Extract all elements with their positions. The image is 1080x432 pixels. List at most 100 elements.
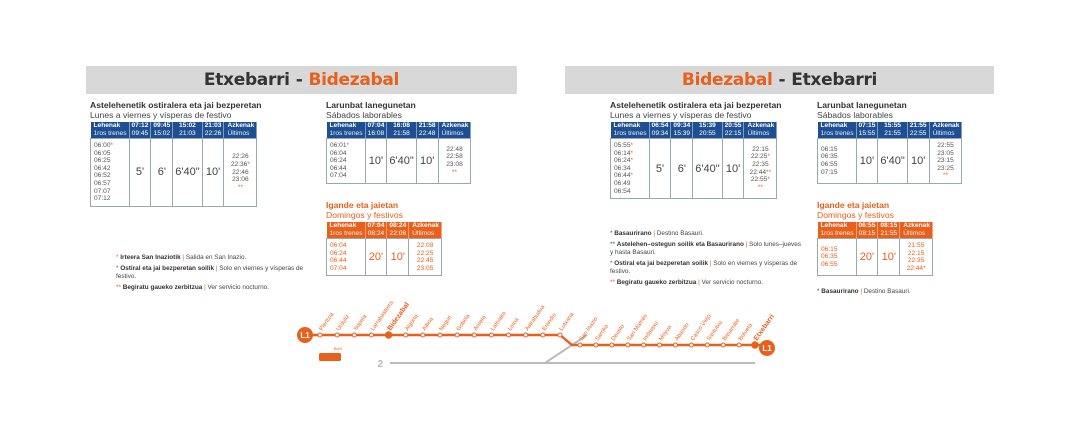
station-label: Bolueta bbox=[738, 322, 755, 342]
station-dot bbox=[488, 332, 494, 338]
station-dot bbox=[334, 332, 340, 338]
time-entry: 22:36* bbox=[230, 160, 250, 168]
holiday-section: Igande eta jaietan Domingos y festivos L… bbox=[817, 200, 934, 277]
section-title: Igande eta jaietan bbox=[817, 200, 890, 210]
station-dot bbox=[609, 342, 615, 348]
station-label: Deusto bbox=[611, 324, 626, 342]
station-dot bbox=[523, 332, 529, 338]
header-interval-1: 07:04 16:08 bbox=[365, 122, 388, 139]
footnote: ** Astelehen–ostegun soilik eta Basaurir… bbox=[610, 241, 801, 256]
holiday-footnote: * Basaurirano | Destino Basauri. bbox=[817, 288, 911, 295]
header-first-trains: Lehenak 1ros trenes bbox=[610, 122, 650, 139]
holiday-timetable: Lehenak 1ros trenes 06:55 08:15 08:15 21:55 Az… bbox=[817, 222, 934, 277]
time-entry: 06:34 bbox=[614, 164, 631, 172]
footnote: ** Begiratu gaueko zerbitzua | Ver servi… bbox=[116, 284, 269, 291]
station-label: Algorta bbox=[404, 313, 420, 332]
frequency-cell: 10' bbox=[364, 138, 388, 184]
weekday-timetable: Lehenak 1ros trenes 07:12 09:45 09:45 15:02 15… bbox=[90, 122, 258, 207]
header-last-trains: Azkenak Últimos bbox=[929, 122, 963, 139]
section-title: Igande eta jaietan bbox=[326, 200, 399, 210]
frequency-cell: 6'40" bbox=[692, 137, 723, 200]
section-subtitle: Sábados laborables bbox=[817, 110, 893, 120]
time-entry: 06:14* bbox=[614, 149, 634, 157]
station-dot bbox=[454, 332, 460, 338]
station-dot bbox=[557, 332, 563, 338]
time-entry: 23:25 bbox=[937, 164, 954, 172]
time-entry: 22:58 bbox=[446, 153, 463, 161]
first-times-cell: 06:00* 06:05 06:25 06:42 06:52 06:57 07:07 07:1… bbox=[90, 138, 130, 207]
station-label: Abando bbox=[674, 322, 690, 342]
time-entry: 06:04 bbox=[330, 149, 347, 157]
time-entry: 06:00* bbox=[94, 142, 114, 149]
saturday-section: Larunbat lanegunetan Sábados laborables … bbox=[817, 100, 963, 184]
section-title: Larunbat lanegunetan bbox=[817, 100, 907, 110]
header-first-trains: Lehenak 1ros trenes bbox=[326, 122, 366, 139]
first-times-cell: 06:04 06:24 06:44 07:04 bbox=[326, 237, 366, 277]
time-entry: 06:24 bbox=[330, 249, 347, 257]
time-entry: 22:48 bbox=[446, 145, 463, 153]
time-entry: 23:06 bbox=[232, 176, 249, 184]
time-entry: 07:04 bbox=[330, 172, 347, 180]
station-dot bbox=[420, 332, 426, 338]
time-entry: 06:55 bbox=[821, 260, 838, 268]
time-entry: 22:46 bbox=[232, 168, 249, 176]
station-label: Gobela bbox=[456, 313, 472, 332]
time-entry: 07:12 bbox=[94, 195, 111, 203]
station-dot bbox=[317, 332, 323, 338]
section-subtitle: Domingos y festivos bbox=[817, 210, 894, 220]
station-dot bbox=[437, 332, 443, 338]
time-entry: 06:57 bbox=[94, 179, 111, 187]
time-entry: 21:55 bbox=[907, 242, 925, 249]
line-1-badge-end bbox=[759, 340, 775, 356]
last-times-cell: 22:48 22:58 23:08 ** bbox=[437, 138, 472, 184]
time-entry: 23:05 bbox=[416, 264, 434, 272]
line-1-badge-end-text: L1 bbox=[762, 344, 772, 353]
time-entry: 06:24 bbox=[330, 157, 347, 165]
station-label: Sarriko bbox=[595, 324, 610, 342]
note-es: Destino Basauri. bbox=[863, 288, 911, 295]
first-times-cell: 06:15 06:35 06:55 bbox=[817, 237, 857, 277]
page-title: Etxebarri - Bidezabal bbox=[86, 66, 517, 94]
last-times-cell: 22:15 22:25* 22:35 22:44** 22:55* ** bbox=[743, 137, 778, 200]
weekday-section: Astelehenetik ostiralera eta jai bezpere… bbox=[90, 100, 261, 207]
station-label: Lutxana bbox=[559, 311, 576, 332]
bus-label: BUS bbox=[334, 346, 343, 351]
frequency-cell: 10' bbox=[721, 137, 745, 200]
time-entry: ** bbox=[942, 172, 949, 180]
note-mark: * bbox=[817, 288, 820, 295]
bus-icon bbox=[319, 353, 341, 361]
header-interval-2: 08:24 22:08 bbox=[386, 222, 410, 239]
footnote: * Ostiral eta jai bezperetan soilik | So… bbox=[116, 265, 304, 280]
time-entry: 06:35 bbox=[821, 253, 838, 261]
header-interval-4: 20:55 22:15 bbox=[722, 122, 745, 139]
frequency-cell: 20' bbox=[364, 237, 388, 277]
time-entry: 22:25 bbox=[416, 249, 434, 257]
header-last-trains: Azkenak Últimos bbox=[899, 222, 934, 239]
frequency-cell: 10' bbox=[386, 237, 410, 277]
time-entry: ** bbox=[237, 183, 243, 191]
weekday-section: Astelehenetik ostiralera eta jai bezpere… bbox=[610, 100, 781, 200]
station-label: Leioa bbox=[507, 316, 520, 332]
time-entry: 06:15 bbox=[821, 245, 838, 253]
section-subtitle: Sábados laborables bbox=[326, 110, 402, 120]
time-entry: 06:15 bbox=[821, 145, 838, 153]
line-1-badge-start-text: L1 bbox=[300, 331, 310, 340]
first-times-cell: 06:01* 06:04 06:24 06:44 07:04 bbox=[326, 138, 366, 184]
time-entry: 23:15 bbox=[937, 157, 954, 165]
header-interval-3: 15:39 20:55 bbox=[692, 122, 723, 139]
time-entry: 22:26 bbox=[232, 153, 249, 161]
saturday-timetable: Lehenak 1ros trenes 07:15 15:55 15:55 21:55 21… bbox=[817, 122, 963, 184]
station-dot bbox=[688, 342, 694, 348]
header-interval-2: 08:15 21:55 bbox=[877, 222, 901, 239]
header-first-trains: Lehenak 1ros trenes bbox=[817, 222, 857, 239]
last-times-cell: 21:55 22:15 22:35 22:44* bbox=[899, 237, 934, 277]
time-entry: 06:54 bbox=[614, 187, 631, 195]
time-entry: 06:44 bbox=[330, 257, 347, 265]
station-label: Urduliz bbox=[336, 314, 351, 332]
header-interval-4: 21:03 22:26 bbox=[202, 122, 225, 139]
time-entry: 05:55* bbox=[614, 142, 634, 149]
header-interval-2: 09:34 15:39 bbox=[670, 122, 694, 139]
header-interval-3: 21:58 22:48 bbox=[416, 122, 439, 139]
time-entry: 22:55 bbox=[937, 142, 954, 149]
